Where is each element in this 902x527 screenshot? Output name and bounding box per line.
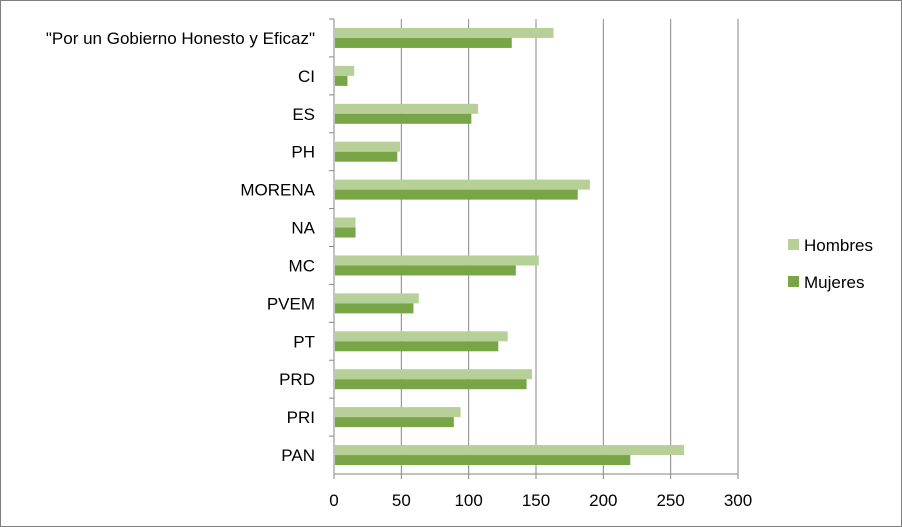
category-label: ES bbox=[292, 105, 315, 124]
category-label: MORENA bbox=[240, 181, 315, 200]
x-tick-label: 300 bbox=[724, 491, 752, 510]
category-label: MC bbox=[289, 256, 315, 275]
category-label: PT bbox=[293, 332, 315, 351]
category-label: PRI bbox=[287, 408, 315, 427]
category-label: PRD bbox=[279, 370, 315, 389]
category-label: PH bbox=[291, 143, 315, 162]
category-label: CI bbox=[298, 67, 315, 86]
x-tick-label: 0 bbox=[329, 491, 338, 510]
bar-mujeres bbox=[335, 151, 398, 162]
bar-mujeres bbox=[335, 113, 472, 124]
bar-hombres bbox=[335, 27, 554, 38]
bar-mujeres bbox=[335, 417, 454, 428]
bar-hombres bbox=[335, 255, 539, 266]
bar-hombres bbox=[335, 179, 590, 190]
bar-mujeres bbox=[335, 341, 499, 352]
x-tick-label: 200 bbox=[589, 491, 617, 510]
bar-mujeres bbox=[335, 75, 348, 86]
bar-hombres bbox=[335, 369, 532, 380]
bar-mujeres bbox=[335, 379, 527, 390]
category-label: PVEM bbox=[267, 294, 315, 313]
gridlines bbox=[400, 19, 739, 474]
bar-hombres bbox=[335, 331, 508, 342]
legend-label-hombres: Hombres bbox=[804, 236, 873, 255]
x-tick-label: 50 bbox=[392, 491, 411, 510]
bar-hombres bbox=[335, 65, 355, 76]
category-label: PAN bbox=[281, 446, 315, 465]
bar-mujeres bbox=[335, 227, 356, 238]
bar-mujeres bbox=[335, 37, 512, 48]
legend-label-mujeres: Mujeres bbox=[804, 273, 864, 292]
bar-hombres bbox=[335, 103, 479, 114]
axes: 0 50 100 150 200 250 300 "Por un Gobierno Hones… bbox=[46, 18, 752, 510]
bar-mujeres bbox=[335, 265, 516, 276]
x-tick-label: 100 bbox=[454, 491, 482, 510]
legend-swatch-mujeres bbox=[788, 276, 799, 287]
x-tick-label: 150 bbox=[522, 491, 550, 510]
bars bbox=[335, 27, 685, 466]
category-label: "Por un Gobierno Honesto y Eficaz" bbox=[46, 29, 315, 48]
bar-hombres bbox=[335, 217, 356, 228]
category-label: NA bbox=[291, 219, 315, 238]
bar-mujeres bbox=[335, 189, 578, 200]
bar-hombres bbox=[335, 141, 400, 152]
bar-mujeres bbox=[335, 303, 414, 314]
legend: Hombres Mujeres bbox=[788, 236, 873, 292]
x-tick-label: 250 bbox=[656, 491, 684, 510]
bar-hombres bbox=[335, 445, 685, 456]
bar-hombres bbox=[335, 293, 419, 304]
bar-mujeres bbox=[335, 455, 631, 466]
legend-swatch-hombres bbox=[788, 239, 799, 250]
bar-hombres bbox=[335, 407, 461, 418]
